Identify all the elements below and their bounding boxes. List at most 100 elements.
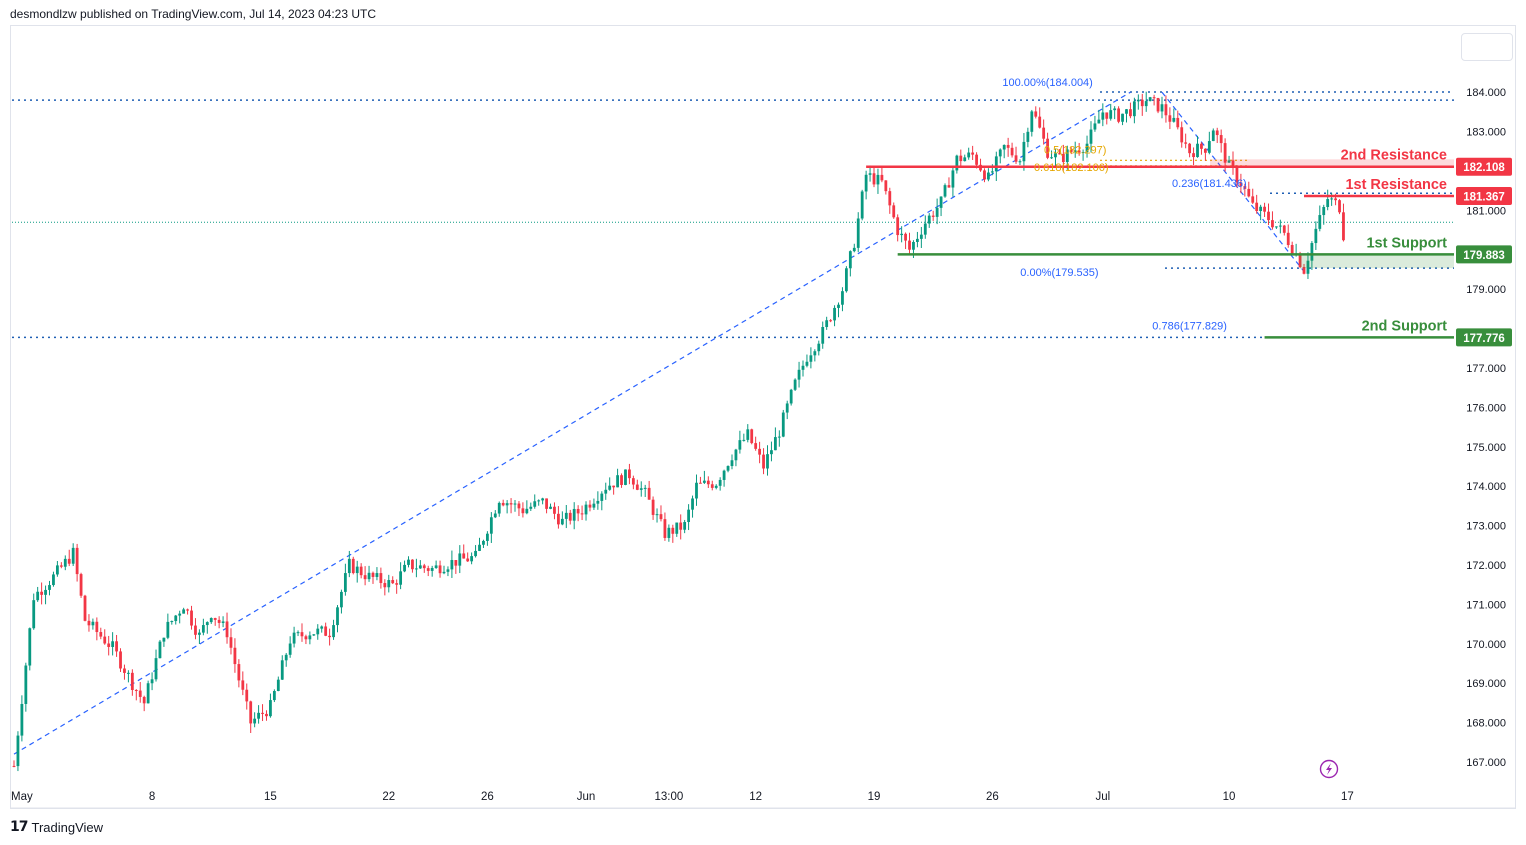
level-name: 2nd Resistance [1341, 148, 1447, 164]
candle [900, 226, 904, 243]
candle-body [1152, 97, 1156, 99]
time-axis-layer: May 8 15 22 26 Jun 13:00 12 19 26 Jul 10 17 [10, 791, 1516, 809]
candle-body [990, 171, 994, 173]
candle-body [773, 437, 777, 451]
candle-body [1231, 160, 1235, 168]
candle [931, 210, 935, 221]
candle-body [332, 625, 335, 638]
candle-body [363, 575, 367, 580]
candle [596, 491, 600, 510]
price-tag: 181.367 [1456, 186, 1512, 205]
candle [758, 441, 762, 464]
candle [12, 760, 16, 768]
tradingview-logo-icon[interactable]: 17 [10, 819, 29, 835]
candle-body [1184, 142, 1188, 144]
candle [1034, 106, 1038, 119]
candle [119, 648, 122, 673]
candle-body [209, 618, 213, 623]
candle [1322, 204, 1326, 225]
candle [1168, 107, 1172, 130]
candle [336, 605, 339, 633]
candle [675, 522, 679, 537]
candle-body [557, 513, 560, 525]
candle-body [734, 449, 738, 461]
candle-body [1010, 147, 1014, 156]
candle [253, 712, 257, 728]
candle-body [272, 691, 276, 701]
candle-body [651, 499, 655, 515]
candle-body [837, 304, 840, 308]
candle [1290, 241, 1294, 256]
fib-retrace-line [1161, 91, 1305, 272]
candle [1132, 97, 1136, 124]
candle [793, 378, 797, 391]
candle [939, 196, 943, 217]
candle [316, 624, 320, 640]
fib-label: 0.00%(179.535) [1020, 267, 1098, 279]
candle-body [1271, 220, 1274, 228]
candle [876, 168, 880, 194]
candle [44, 585, 47, 605]
candle-body [59, 565, 63, 567]
price-tick-label: 179.000 [1466, 284, 1506, 296]
candle [620, 473, 623, 488]
candle [1073, 141, 1077, 158]
candle [1306, 252, 1310, 279]
candle-body [1334, 198, 1337, 201]
candle [525, 500, 529, 515]
candle [198, 629, 201, 644]
candle-body [848, 251, 852, 269]
candle-body [1318, 215, 1322, 229]
price-tick-label: 177.000 [1466, 363, 1506, 375]
candle [269, 693, 272, 718]
candle-body [568, 512, 572, 521]
candle [486, 531, 489, 546]
candle-body [722, 470, 726, 480]
candle [395, 579, 399, 594]
candle [655, 508, 659, 523]
candle-body [111, 641, 115, 647]
candle-body [872, 173, 876, 185]
candle [1046, 132, 1049, 160]
candle-body [1215, 130, 1219, 136]
candle-body [588, 504, 592, 508]
candle [1263, 202, 1266, 217]
candle-body [1073, 150, 1077, 152]
candle-body [1211, 130, 1215, 142]
candle-body [340, 591, 343, 608]
candle [821, 321, 825, 349]
candle [1192, 147, 1195, 166]
candle [860, 189, 864, 221]
candle [624, 469, 627, 486]
candle [635, 479, 639, 491]
candle-body [1144, 101, 1148, 107]
candle-body [1326, 199, 1330, 208]
price-tick-label: 175.000 [1466, 442, 1506, 454]
candle [631, 475, 635, 490]
lightning-icon[interactable] [1319, 759, 1339, 779]
candle-body [95, 621, 99, 633]
candle [205, 621, 209, 634]
candle [1105, 112, 1109, 125]
candle-body [1054, 153, 1057, 158]
candle [1219, 129, 1223, 153]
candle [245, 683, 249, 710]
price-tick-label: 183.000 [1466, 127, 1506, 139]
candle-body [726, 466, 730, 471]
candle-body [1038, 116, 1042, 128]
candle-body [158, 641, 162, 659]
candle [312, 634, 316, 637]
candle [1038, 107, 1042, 129]
chart-settings-button[interactable] [1461, 33, 1513, 61]
candle-body [48, 585, 51, 590]
candle [458, 545, 462, 574]
candle [537, 499, 541, 506]
candle [702, 470, 706, 484]
level-zone [1300, 254, 1454, 269]
candle-body [201, 625, 205, 633]
brand-label[interactable]: TradingView [31, 819, 104, 835]
candle-body [462, 553, 466, 559]
candle [521, 502, 525, 518]
candle-body [1113, 108, 1117, 111]
